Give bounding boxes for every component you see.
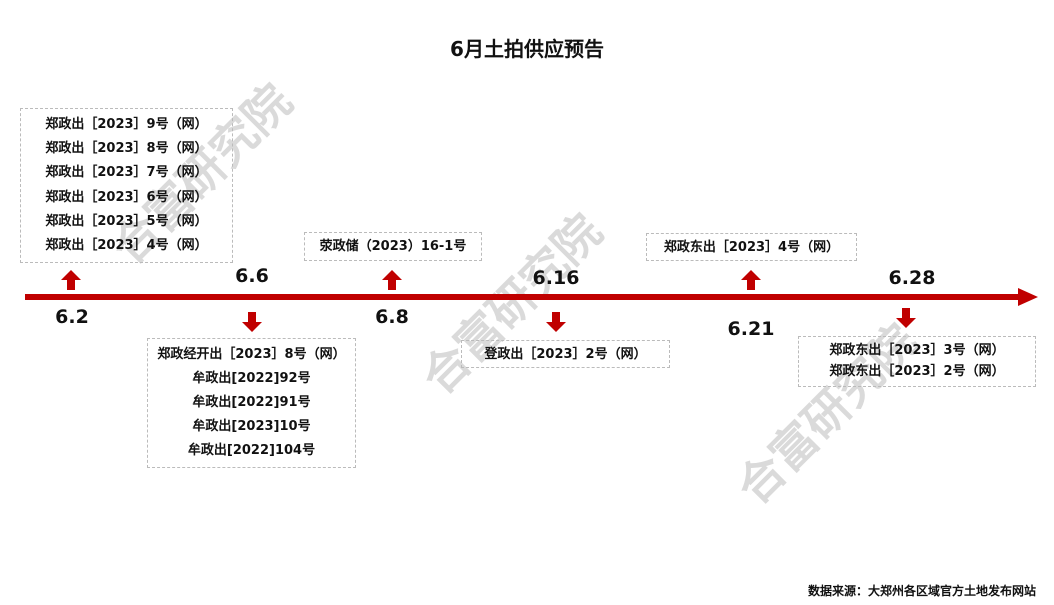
land-item: 郑政出［2023］4号（网） (45, 237, 208, 253)
arrow-down-icon (242, 312, 262, 332)
timeline-axis (25, 294, 1020, 300)
arrow-down-icon (896, 308, 916, 328)
page-title: 6月土拍供应预告 (450, 37, 604, 61)
date-label: 6.16 (532, 267, 580, 289)
arrow-down-icon (546, 312, 566, 332)
land-item: 郑政经开出［2023］8号（网） (157, 347, 346, 362)
land-item: 牟政出[2023]10号 (192, 419, 311, 434)
land-item: 郑政东出［2023］3号（网） (829, 343, 1005, 359)
watermark: 合富研究院 (411, 203, 613, 405)
date-label: 6.8 (375, 306, 409, 328)
land-item: 郑政出［2023］8号（网） (45, 141, 208, 157)
land-item: 荥政储（2023）16-1号 (319, 239, 467, 254)
land-item: 郑政东出［2023］4号（网） (663, 240, 840, 255)
land-item: 牟政出[2022]92号 (192, 371, 311, 386)
event-box-6-8: 荥政储（2023）16-1号 (304, 232, 482, 261)
land-item: 牟政出[2022]91号 (192, 395, 311, 410)
date-label: 6.6 (235, 265, 269, 287)
land-item: 郑政出［2023］9号（网） (45, 117, 208, 133)
date-label: 6.21 (727, 318, 775, 340)
data-source-note: 数据来源：大郑州各区域官方土地发布网站 (807, 584, 1036, 598)
date-label: 6.28 (888, 267, 936, 289)
event-box-6-2: 郑政出［2023］9号（网） 郑政出［2023］8号（网） 郑政出［2023］7… (20, 108, 233, 263)
arrow-up-icon (741, 270, 761, 290)
arrow-up-icon (382, 270, 402, 290)
event-box-6-16: 登政出［2023］2号（网） (461, 340, 670, 368)
land-item: 登政出［2023］2号（网） (484, 347, 647, 362)
arrow-up-icon (61, 270, 81, 290)
land-item: 郑政出［2023］7号（网） (45, 165, 208, 181)
event-box-6-6: 郑政经开出［2023］8号（网） 牟政出[2022]92号 牟政出[2022]9… (147, 338, 356, 468)
land-item: 郑政东出［2023］2号（网） (829, 363, 1005, 379)
date-label: 6.2 (55, 306, 89, 328)
event-box-6-28: 郑政东出［2023］3号（网） 郑政东出［2023］2号（网） (798, 336, 1036, 387)
land-item: 郑政出［2023］5号（网） (45, 213, 208, 229)
event-box-6-21: 郑政东出［2023］4号（网） (646, 233, 857, 261)
land-item: 牟政出[2022]104号 (187, 443, 316, 458)
timeline-arrowhead-icon (1018, 288, 1038, 306)
land-item: 郑政出［2023］6号（网） (45, 189, 208, 205)
